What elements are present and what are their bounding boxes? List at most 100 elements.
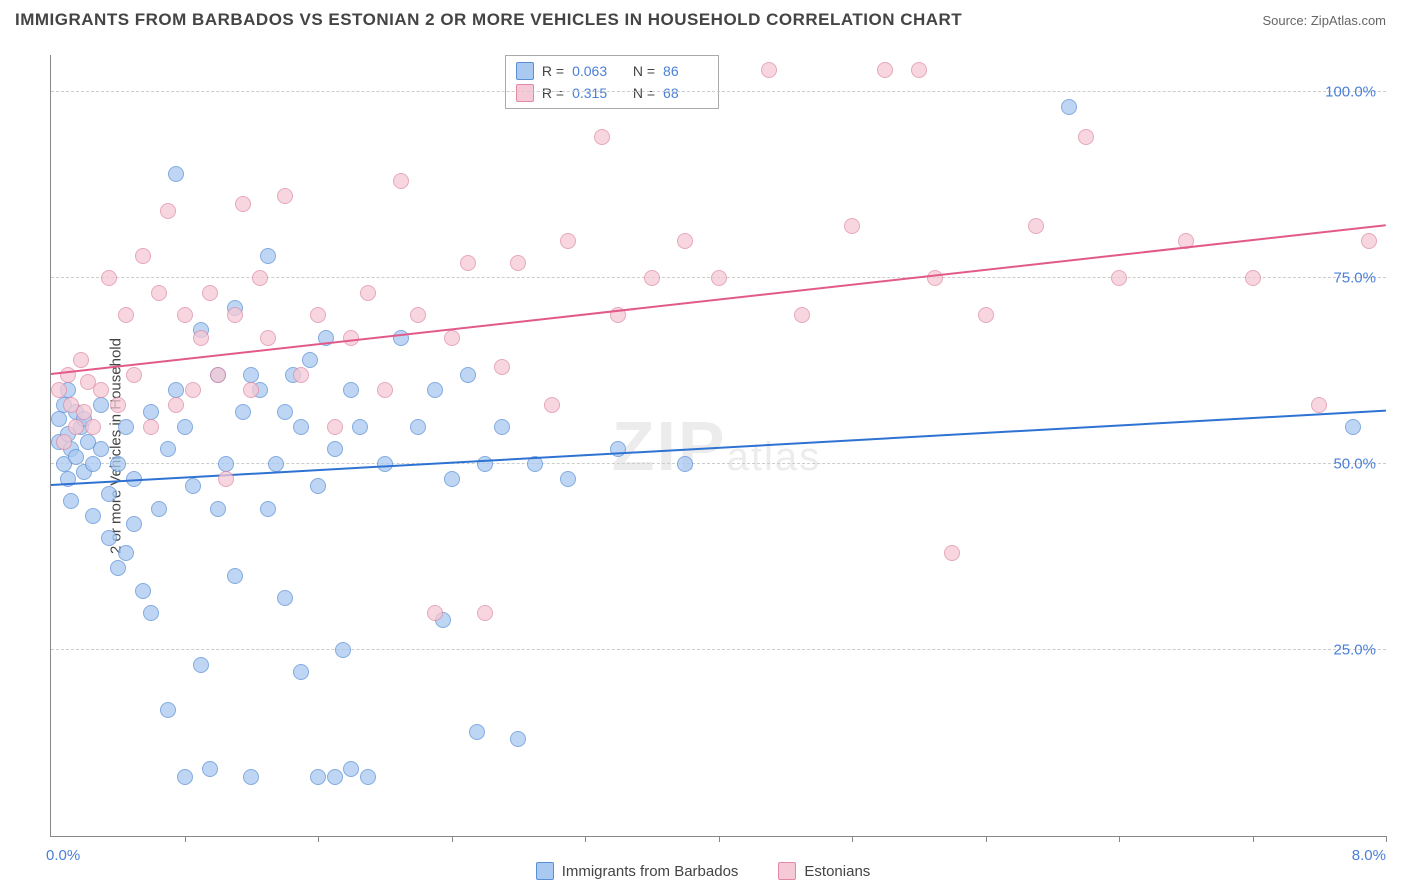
legend-item: Estonians: [778, 862, 870, 880]
data-point: [85, 419, 101, 435]
trend-line: [51, 410, 1386, 486]
data-point: [185, 382, 201, 398]
data-point: [302, 352, 318, 368]
data-point: [160, 203, 176, 219]
data-point: [327, 441, 343, 457]
x-tick: [719, 836, 720, 842]
data-point: [260, 330, 276, 346]
r-label: R =: [542, 63, 564, 79]
data-point: [310, 769, 326, 785]
n-label: N =: [625, 85, 655, 101]
data-point: [151, 285, 167, 301]
legend-swatch-icon: [536, 862, 554, 880]
x-tick: [986, 836, 987, 842]
x-tick: [1253, 836, 1254, 842]
data-point: [76, 404, 92, 420]
r-value: 0.315: [572, 85, 617, 101]
data-point: [711, 270, 727, 286]
data-point: [469, 724, 485, 740]
data-point: [293, 367, 309, 383]
gridline: [51, 463, 1386, 464]
data-point: [944, 545, 960, 561]
data-point: [310, 478, 326, 494]
data-point: [494, 419, 510, 435]
data-point: [126, 367, 142, 383]
data-point: [202, 761, 218, 777]
data-point: [63, 493, 79, 509]
data-point: [93, 397, 109, 413]
series-swatch-icon: [516, 62, 534, 80]
stats-legend-box: R = 0.063 N = 86 R = 0.315 N = 68: [505, 55, 719, 109]
data-point: [235, 196, 251, 212]
data-point: [1345, 419, 1361, 435]
chart-title: IMMIGRANTS FROM BARBADOS VS ESTONIAN 2 O…: [15, 10, 962, 30]
y-tick-label: 25.0%: [1333, 642, 1376, 659]
data-point: [310, 307, 326, 323]
source-label: Source: ZipAtlas.com: [1262, 13, 1386, 28]
data-point: [185, 478, 201, 494]
legend-item: Immigrants from Barbados: [536, 862, 739, 880]
data-point: [544, 397, 560, 413]
data-point: [56, 434, 72, 450]
data-point: [610, 441, 626, 457]
data-point: [93, 382, 109, 398]
data-point: [101, 486, 117, 502]
data-point: [352, 419, 368, 435]
data-point: [218, 456, 234, 472]
data-point: [177, 307, 193, 323]
x-tick: [1119, 836, 1120, 842]
data-point: [227, 307, 243, 323]
data-point: [427, 382, 443, 398]
data-point: [243, 382, 259, 398]
data-point: [73, 352, 89, 368]
data-point: [911, 62, 927, 78]
data-point: [510, 731, 526, 747]
data-point: [210, 501, 226, 517]
data-point: [143, 419, 159, 435]
gridline: [51, 91, 1386, 92]
legend-label: Estonians: [804, 863, 870, 880]
data-point: [377, 382, 393, 398]
data-point: [160, 441, 176, 457]
data-point: [794, 307, 810, 323]
y-tick-label: 100.0%: [1325, 84, 1376, 101]
data-point: [177, 419, 193, 435]
data-point: [494, 359, 510, 375]
data-point: [677, 233, 693, 249]
data-point: [51, 382, 67, 398]
data-point: [85, 508, 101, 524]
data-point: [1245, 270, 1261, 286]
data-point: [677, 456, 693, 472]
data-point: [135, 248, 151, 264]
data-point: [60, 367, 76, 383]
data-point: [252, 270, 268, 286]
data-point: [477, 605, 493, 621]
x-tick: [585, 836, 586, 842]
data-point: [277, 404, 293, 420]
x-tick: [1386, 836, 1387, 842]
data-point: [927, 270, 943, 286]
bottom-legend: Immigrants from Barbados Estonians: [0, 862, 1406, 880]
data-point: [1361, 233, 1377, 249]
legend-label: Immigrants from Barbados: [562, 863, 739, 880]
data-point: [143, 605, 159, 621]
data-point: [51, 411, 67, 427]
data-point: [560, 233, 576, 249]
data-point: [202, 285, 218, 301]
data-point: [177, 769, 193, 785]
data-point: [118, 307, 134, 323]
data-point: [293, 664, 309, 680]
data-point: [227, 568, 243, 584]
data-point: [510, 255, 526, 271]
y-tick-label: 50.0%: [1333, 456, 1376, 473]
data-point: [877, 62, 893, 78]
data-point: [327, 769, 343, 785]
data-point: [761, 62, 777, 78]
x-tick: [318, 836, 319, 842]
data-point: [101, 270, 117, 286]
y-tick-label: 75.0%: [1333, 270, 1376, 287]
data-point: [135, 583, 151, 599]
data-point: [168, 166, 184, 182]
data-point: [110, 397, 126, 413]
r-value: 0.063: [572, 63, 617, 79]
